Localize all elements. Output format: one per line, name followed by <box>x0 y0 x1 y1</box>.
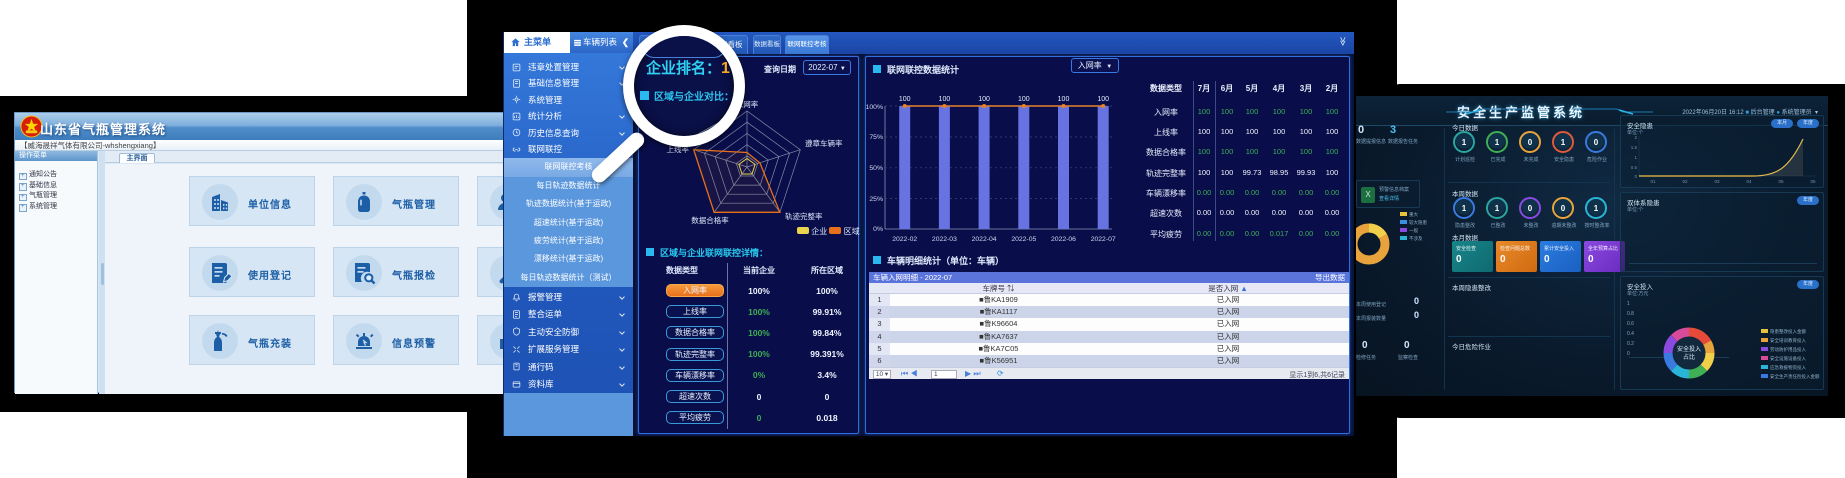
svg-text:100: 100 <box>978 96 990 103</box>
svg-text:2022-02: 2022-02 <box>892 236 917 243</box>
svg-text:100: 100 <box>899 96 911 103</box>
svg-text:安全投入: 安全投入 <box>1677 345 1701 353</box>
svg-text:轨迹完整率: 轨迹完整率 <box>785 211 823 221</box>
svg-text:0: 0 <box>1634 174 1637 179</box>
svg-text:上线率: 上线率 <box>667 144 690 154</box>
svg-text:100%: 100% <box>866 104 883 111</box>
svg-text:2022-07: 2022-07 <box>1091 236 1116 243</box>
svg-text:数据合格率: 数据合格率 <box>691 215 729 225</box>
svg-text:100: 100 <box>1058 96 1070 103</box>
svg-text:2022-04: 2022-04 <box>972 236 997 243</box>
svg-text:100: 100 <box>1018 96 1030 103</box>
svg-text:50%: 50% <box>869 165 883 172</box>
svg-text:2022-06: 2022-06 <box>1051 236 1076 243</box>
svg-text:遵章车辆率: 遵章车辆率 <box>805 138 843 148</box>
svg-text:1: 1 <box>1634 155 1637 160</box>
svg-text:2022-03: 2022-03 <box>932 236 957 243</box>
svg-text:0.5: 0.5 <box>1631 165 1638 170</box>
svg-text:占比: 占比 <box>1683 353 1695 361</box>
svg-text:0%: 0% <box>873 226 883 233</box>
svg-text:1.5: 1.5 <box>1631 145 1638 150</box>
svg-text:05: 05 <box>1778 179 1784 184</box>
svg-text:01: 01 <box>1650 179 1656 184</box>
svg-text:02: 02 <box>1682 179 1688 184</box>
svg-text:100: 100 <box>1097 96 1109 103</box>
svg-text:2: 2 <box>1634 135 1637 140</box>
svg-text:04: 04 <box>1746 179 1752 184</box>
svg-text:100: 100 <box>939 96 951 103</box>
svg-text:2022-05: 2022-05 <box>1011 236 1036 243</box>
svg-text:入网率: 入网率 <box>736 99 759 109</box>
svg-text:25%: 25% <box>869 196 883 203</box>
svg-text:06: 06 <box>1810 179 1816 184</box>
svg-text:03: 03 <box>1714 179 1720 184</box>
svg-text:75%: 75% <box>869 134 883 141</box>
